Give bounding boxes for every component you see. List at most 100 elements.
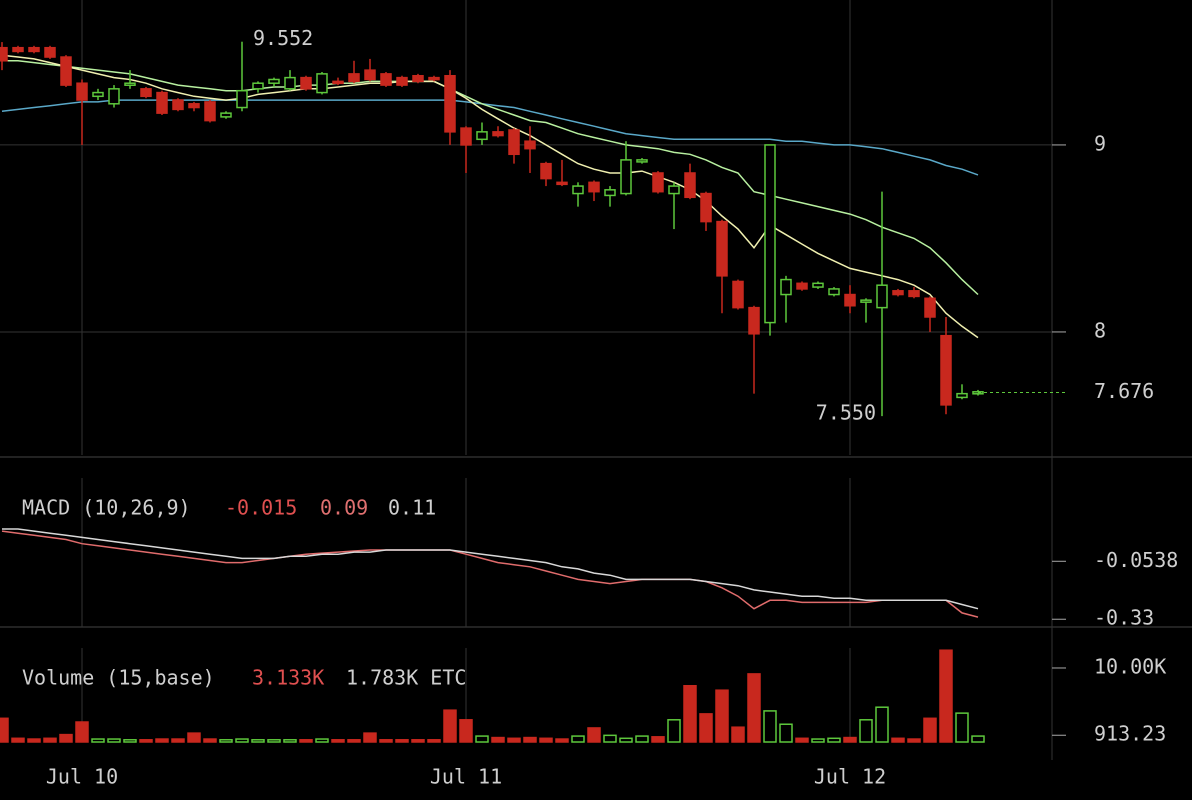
volume-bar [619, 737, 633, 743]
candle-body [412, 74, 424, 83]
volume-bar [459, 719, 473, 743]
volume-bar [795, 737, 809, 743]
candle-body [860, 299, 872, 303]
volume-bar [763, 710, 777, 743]
macd-line [2, 528, 979, 610]
volume-bar [523, 736, 537, 743]
volume-bar [843, 736, 857, 743]
x-tick-label: Jul 12 [814, 765, 886, 789]
macd-readout: -0.015 [225, 496, 297, 520]
candle-body [188, 103, 200, 109]
volume-bar [587, 727, 601, 743]
volume-bar [27, 738, 41, 743]
candle-body [428, 76, 440, 81]
volume-bar [203, 738, 217, 743]
candle-body [300, 76, 312, 90]
volume-bar [443, 709, 457, 743]
x-tick-label: Jul 10 [46, 765, 118, 789]
volume-bar [427, 739, 441, 743]
candle-body [476, 131, 488, 141]
candle-body [396, 76, 408, 86]
volume-bar [235, 738, 249, 743]
volume-bar [507, 737, 521, 743]
volume-bar [299, 739, 313, 743]
y-tick-label: 913.23 [1094, 722, 1166, 746]
candle-body [668, 185, 680, 195]
candle-body [764, 144, 776, 324]
candle-body [924, 297, 936, 318]
volume-bar [955, 712, 969, 743]
macd-line [1, 530, 979, 618]
volume-bar [379, 739, 393, 743]
candle-body [332, 80, 344, 85]
candle-body [12, 46, 24, 53]
candle-body [508, 129, 520, 156]
volume-bar [939, 649, 953, 743]
volume-bar [971, 735, 985, 743]
candle-body [140, 88, 152, 98]
volume-bar [283, 739, 297, 743]
volume-bar [811, 738, 825, 743]
candle-body [556, 181, 568, 186]
volume-bar [123, 739, 137, 743]
volume-bar [43, 737, 57, 743]
volume-bar [395, 739, 409, 743]
volume-bar [411, 739, 425, 743]
volume-bar [11, 737, 25, 743]
volume-bar [603, 734, 617, 743]
candle-body [828, 288, 840, 296]
y-tick-label: -0.0538 [1094, 548, 1178, 572]
candle-body [236, 89, 248, 109]
candle-body [380, 73, 392, 86]
candle-body [76, 82, 88, 101]
volume-bar [107, 738, 121, 743]
candle-body [220, 112, 232, 118]
volume-bar [747, 673, 761, 743]
volume-bar [571, 735, 585, 743]
volume-bar [0, 717, 9, 743]
candle-body [444, 74, 456, 133]
volume-bar [475, 735, 489, 743]
volume-bar [251, 739, 265, 743]
volume-readout: 1.783K ETC [346, 666, 466, 690]
volume-bar [539, 737, 553, 743]
low-label: 7.550 [816, 401, 876, 425]
candle-body [652, 172, 664, 193]
candle-body [780, 278, 792, 296]
candle-body [316, 73, 328, 94]
macd-readout: 0.09 [320, 496, 368, 520]
macd-title: MACD (10,26,9) [22, 496, 191, 520]
volume-bar [907, 738, 921, 743]
candle-body [252, 82, 264, 90]
volume-bar [171, 738, 185, 743]
candle-body [524, 140, 536, 150]
volume-bar [347, 739, 361, 743]
volume-bar [155, 738, 169, 743]
volume-bar [363, 732, 377, 743]
candle-body [684, 172, 696, 199]
volume-bar [635, 735, 649, 743]
volume-bar [187, 732, 201, 743]
volume-bar [315, 738, 329, 743]
volume-bar [827, 737, 841, 743]
candle-body [92, 91, 104, 98]
volume-bar [923, 717, 937, 743]
moving-average [2, 60, 979, 296]
volume-bar [267, 739, 281, 743]
x-tick-label: Jul 11 [430, 765, 502, 789]
candle-body [572, 185, 584, 195]
candle-body [844, 293, 856, 307]
candle-body [44, 46, 56, 58]
candle-body [284, 76, 296, 90]
candle-body [620, 159, 632, 195]
candle-body [108, 88, 120, 105]
volume-bar [859, 719, 873, 743]
candle-body [636, 159, 648, 163]
y-tick-label: 8 [1094, 318, 1106, 342]
volume-readout: 3.133K [252, 666, 324, 690]
macd-readout: 0.11 [388, 496, 436, 520]
volume-bar [891, 737, 905, 743]
volume-bar [219, 739, 233, 743]
